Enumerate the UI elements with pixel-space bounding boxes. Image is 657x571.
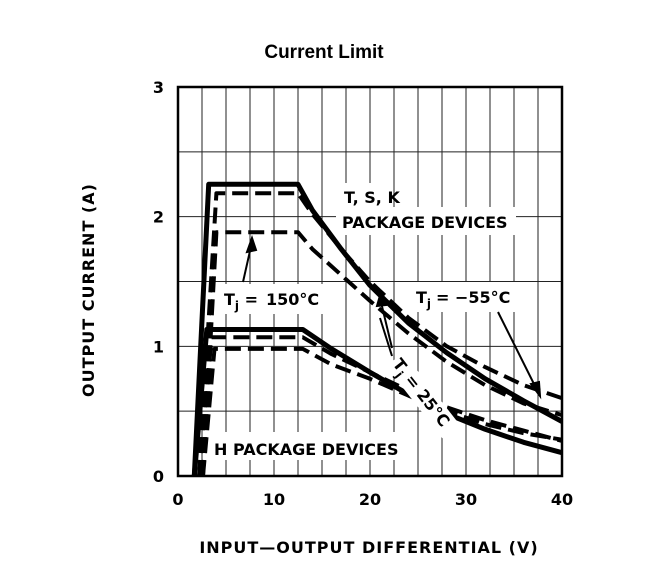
annotation-h-package-devices: H PACKAGE DEVICES bbox=[214, 440, 399, 459]
series-group bbox=[191, 181, 564, 477]
y-tick-label: 0 bbox=[153, 467, 164, 486]
x-tick-label: 30 bbox=[455, 490, 477, 509]
x-tick-label: 10 bbox=[263, 490, 285, 509]
annotation-tsk-package-devices: PACKAGE DEVICES bbox=[342, 213, 508, 232]
chart-title: Current Limit bbox=[264, 42, 384, 63]
arrow-55c bbox=[497, 311, 539, 393]
t55-bg bbox=[412, 282, 524, 312]
x-axis-label: INPUT—OUTPUT DIFFERENTIAL (V) bbox=[199, 538, 538, 557]
arrow-25c-left bbox=[379, 317, 393, 357]
y-axis-label: OUTPUT CURRENT (A) bbox=[79, 183, 98, 397]
t25-bg bbox=[386, 352, 461, 439]
y-tick-label: 1 bbox=[153, 337, 164, 356]
x-tick-label: 0 bbox=[172, 490, 183, 509]
annotation-tj-150: 150°C bbox=[266, 290, 319, 309]
series-line-tsk-dashed-2 bbox=[201, 230, 563, 477]
pointer-arrows bbox=[242, 234, 542, 400]
y-tick-label: 3 bbox=[153, 78, 164, 97]
arrow-55c-head bbox=[529, 380, 542, 400]
series-line-tsk-dashed-1 bbox=[197, 191, 563, 477]
annotation-tj-25: = 25°C bbox=[401, 371, 454, 431]
tsk-label-bg bbox=[338, 183, 388, 209]
plot-frame bbox=[176, 85, 564, 478]
arrow-25c-up-head bbox=[375, 288, 388, 308]
x-tick-label: 40 bbox=[551, 490, 573, 509]
series-line-h-dashed-5 bbox=[201, 346, 563, 477]
annotation-tj-minus55: = −55°C bbox=[436, 288, 510, 307]
x-tick-label: 20 bbox=[359, 490, 381, 509]
annotation-tsk-packages: T, S, K bbox=[344, 188, 400, 207]
t150-bg bbox=[219, 284, 331, 314]
arrow-150c-head bbox=[245, 234, 258, 254]
annotation-tj-symbol-150: Tj = bbox=[224, 290, 258, 313]
tick-labels: 0 10 20 30 40 0 1 2 3 bbox=[153, 78, 573, 509]
tsk-label2-bg bbox=[336, 207, 516, 235]
y-tick-label: 2 bbox=[153, 208, 164, 227]
h-label-bg bbox=[210, 432, 416, 460]
series-line-h-dashed-4 bbox=[197, 335, 563, 477]
series-line-tsk-solid-0 bbox=[191, 181, 564, 477]
annotation-tj-25-group: Tj = 25°C bbox=[386, 352, 461, 439]
